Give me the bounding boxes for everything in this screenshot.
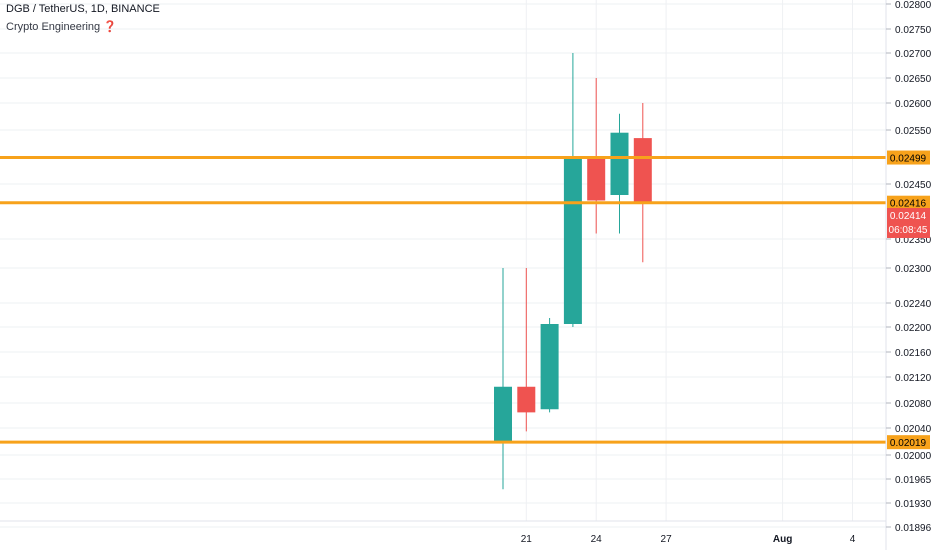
candle xyxy=(540,318,559,413)
candle xyxy=(610,113,629,234)
price-tick-label: 0.01896 xyxy=(895,523,932,534)
price-tick-label: 0.01965 xyxy=(895,475,932,486)
candle xyxy=(494,268,512,490)
candle-body xyxy=(633,138,652,204)
price-tick-label: 0.02080 xyxy=(895,399,932,410)
level-price-label: 0.02019 xyxy=(890,438,927,449)
level-price-badge xyxy=(887,435,930,450)
price-tick-label: 0.02600 xyxy=(895,99,932,110)
time-tick-label: Aug xyxy=(773,534,792,545)
candle xyxy=(563,53,582,327)
price-tick-label: 0.02160 xyxy=(895,348,932,359)
candle xyxy=(517,268,536,432)
last-price-label: 0.02414 xyxy=(890,211,927,222)
time-tick-label: 27 xyxy=(661,534,673,545)
candle-body xyxy=(494,386,512,443)
candle-body xyxy=(517,386,536,413)
price-tick-label: 0.02000 xyxy=(895,451,932,462)
candle xyxy=(633,103,652,263)
level-price-label: 0.02416 xyxy=(890,199,927,210)
price-tick-label: 0.02450 xyxy=(895,180,932,191)
level-price-badge xyxy=(887,195,930,210)
price-tick-label: 0.02650 xyxy=(895,74,932,85)
candle-body xyxy=(610,132,629,195)
candle-body xyxy=(587,157,606,201)
price-tick-label: 0.02120 xyxy=(895,373,932,384)
price-tick-label: 0.02200 xyxy=(895,323,932,334)
price-tick-label: 0.01930 xyxy=(895,499,932,510)
time-tick-label: 24 xyxy=(591,534,603,545)
time-axis[interactable]: 21 24 27 Aug 4 xyxy=(521,534,856,545)
candle-body xyxy=(540,324,559,410)
symbol-title: DGB / TetherUS, 1D, BINANCE xyxy=(6,3,160,15)
price-axis[interactable]: 0.02800 0.02750 0.02700 0.02650 0.02600 0.025… xyxy=(886,0,932,534)
time-tick-label: 21 xyxy=(521,534,533,545)
level-price-label: 0.02499 xyxy=(890,154,927,165)
price-tick-label: 0.02700 xyxy=(895,49,932,60)
candles xyxy=(494,53,652,490)
price-tick-label: 0.02300 xyxy=(895,264,932,275)
bar-countdown-label: 06:08:45 xyxy=(889,225,928,236)
candle xyxy=(587,78,606,234)
candle-body xyxy=(563,157,582,324)
horizontal-levels[interactable] xyxy=(0,156,886,444)
indicator-label[interactable]: Crypto Engineering ❓ xyxy=(6,21,117,33)
level-price-badge xyxy=(887,150,930,165)
time-tick-label: 4 xyxy=(850,534,856,545)
price-badges: 0.02499 0.02416 0.02019 0.02414 06:08:45 xyxy=(887,150,930,450)
last-price-badge xyxy=(887,208,930,238)
price-tick-label: 0.02550 xyxy=(895,126,932,137)
price-tick-label: 0.02040 xyxy=(895,424,932,435)
price-tick-label: 0.02750 xyxy=(895,25,932,36)
price-tick-label: 0.02800 xyxy=(895,0,932,11)
price-tick-label: 0.02350 xyxy=(895,235,932,246)
price-tick-label: 0.02240 xyxy=(895,299,932,310)
chart-grid xyxy=(0,0,886,528)
